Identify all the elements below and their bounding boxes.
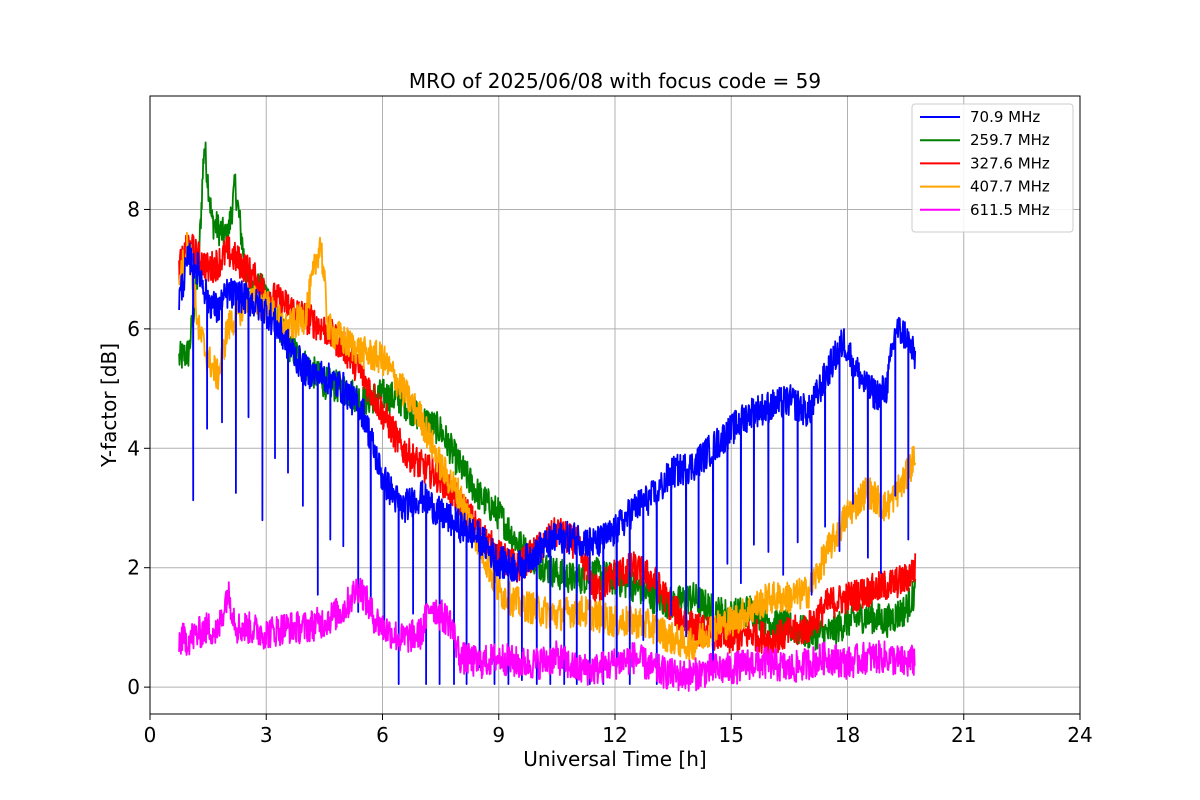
plot-area [178, 141, 917, 692]
legend-label: 259.7 MHz [970, 131, 1050, 149]
x-tick-label: 18 [835, 723, 860, 747]
legend: 70.9 MHz 259.7 MHz 327.6 MHz 407.7 MHz 611.5… [911, 103, 1074, 233]
y-tick-label: 0 [127, 675, 140, 699]
x-tick-label: 12 [602, 723, 627, 747]
series-line-4 [178, 577, 916, 692]
series-line-3 [178, 231, 917, 662]
legend-label: 70.9 MHz [970, 108, 1040, 126]
x-tick-label: 21 [951, 723, 976, 747]
y-tick-label: 8 [127, 197, 140, 221]
chart-title: MRO of 2025/06/08 with focus code = 59 [409, 69, 821, 93]
x-axis-ticks: 0 3 6 9 12 15 18 21 24 [144, 714, 1093, 747]
series-line-0 [178, 242, 917, 685]
y-tick-label: 6 [127, 317, 140, 341]
y-tick-label: 2 [127, 556, 140, 580]
series-layer [178, 141, 917, 692]
x-tick-label: 0 [144, 723, 157, 747]
x-tick-label: 15 [719, 723, 744, 747]
y-axis-ticks: 0 2 4 6 8 [127, 197, 150, 699]
y-tick-label: 4 [127, 436, 140, 460]
x-tick-label: 9 [492, 723, 505, 747]
x-tick-label: 24 [1067, 723, 1092, 747]
legend-label: 611.5 MHz [970, 201, 1050, 219]
x-tick-label: 3 [260, 723, 273, 747]
y-axis-label: Y-factor [dB] [97, 343, 121, 468]
legend-label: 407.7 MHz [970, 178, 1050, 196]
legend-label: 327.6 MHz [970, 154, 1050, 172]
x-axis-label: Universal Time [h] [523, 747, 706, 771]
legend-box [911, 103, 1074, 233]
x-tick-label: 6 [376, 723, 389, 747]
